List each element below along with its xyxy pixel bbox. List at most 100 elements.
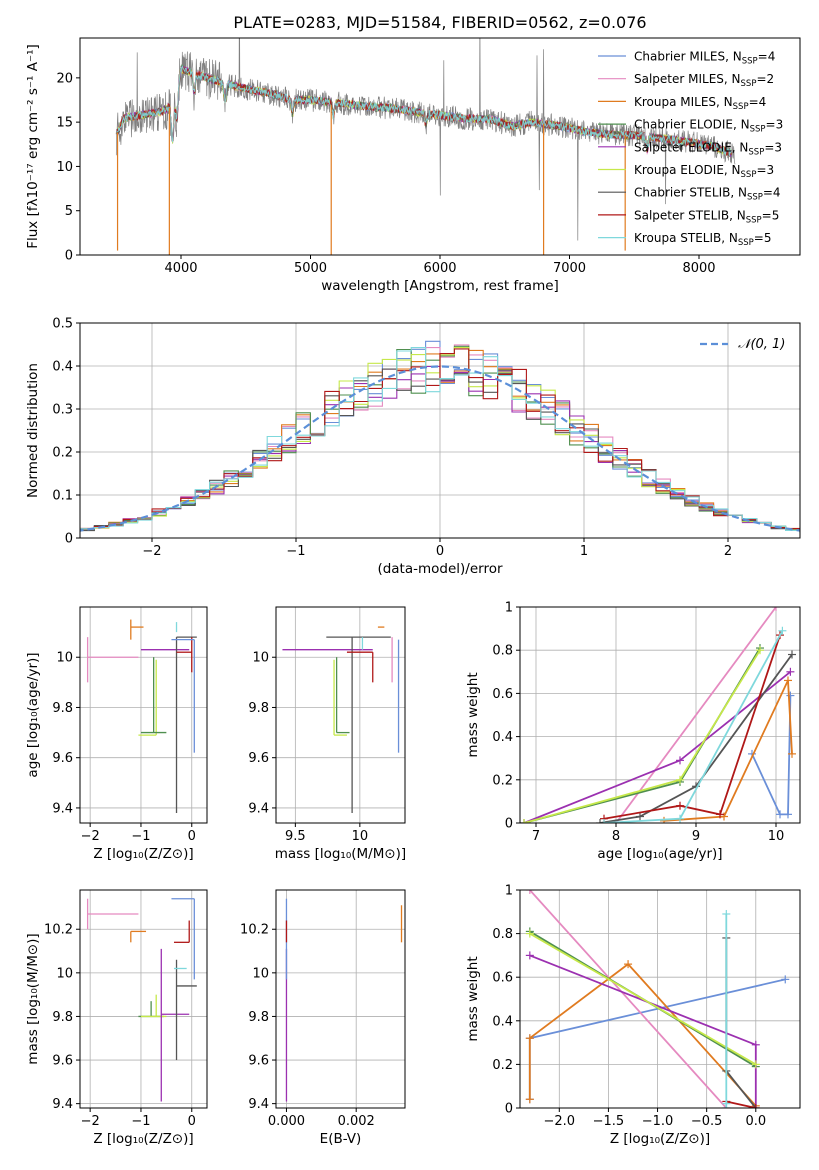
y-tick-label: 10.2 bbox=[44, 923, 73, 938]
panel-weight_vs_age: 7 8 9 10 0 0.2 0.4 0.6 0.8 1 age [log₁₀(age/yr)] ma… bbox=[465, 601, 801, 862]
x-tick-label: 10 bbox=[768, 829, 785, 844]
y-tick-label: 0 bbox=[65, 532, 73, 547]
axes-frame bbox=[275, 606, 406, 824]
errorbar-chabrier_miles bbox=[171, 898, 195, 980]
weight-series-kroupa_elodie bbox=[520, 646, 764, 823]
x-tick-label: −2 bbox=[142, 544, 161, 559]
plot-area bbox=[80, 323, 800, 538]
errorbar-chabrier_elodie bbox=[335, 657, 350, 734]
y-tick-label: 0.3 bbox=[52, 403, 73, 418]
panel-residuals: −2 −1 0 1 2 0 0.1 0.2 0.3 0.4 0.5 (data-model)/erro… bbox=[25, 317, 801, 577]
y-tick-label: 9.8 bbox=[52, 701, 73, 716]
y-tick-label: 9.6 bbox=[248, 751, 269, 766]
y-tick-label: 0.2 bbox=[52, 446, 73, 461]
errorbar-chabrier_stelib bbox=[175, 636, 197, 813]
axes-frame bbox=[79, 889, 208, 1109]
x-tick-label: −0.5 bbox=[691, 1114, 723, 1129]
y-tick-label: 0.8 bbox=[492, 644, 513, 659]
y-axis-label: mass [log₁₀(M/M⊙)] bbox=[25, 933, 41, 1064]
y-tick-label: 1 bbox=[505, 601, 513, 616]
legend-entry: Kroupa ELODIE, NSSP=3 bbox=[634, 163, 774, 180]
x-axis-label: Z [log₁₀(Z/Z⊙)] bbox=[93, 846, 193, 862]
y-tick-label: 9.6 bbox=[52, 1054, 73, 1069]
y-tick-label: 1 bbox=[505, 884, 513, 899]
x-tick-label: 0 bbox=[188, 1114, 196, 1129]
weight-line bbox=[663, 680, 793, 822]
x-tick-label: 6000 bbox=[423, 261, 456, 276]
histogram-kroupa_stelib bbox=[80, 347, 800, 533]
panel-spectrum: 4000 5000 6000 7000 8000 0 5 10 15 20 wavelength [… bbox=[25, 37, 801, 294]
errorbar-chabrier_miles bbox=[171, 639, 195, 753]
axes-frame bbox=[519, 889, 801, 1109]
errorbar-kroupa_elodie bbox=[140, 994, 167, 1018]
weight-line bbox=[529, 932, 757, 1066]
axes-frame bbox=[519, 606, 801, 824]
errorbar-salpeter_miles bbox=[86, 898, 139, 930]
x-axis-label: E(B-V) bbox=[320, 1131, 362, 1147]
x-axis-label: wavelength [Angstrom, rest frame] bbox=[321, 278, 559, 294]
errorbar-salpeter_stelib bbox=[173, 920, 190, 943]
plot-area bbox=[520, 607, 800, 823]
plot-area bbox=[115, 38, 736, 255]
x-axis-label: Z [log₁₀(Z/Z⊙)] bbox=[93, 1131, 193, 1147]
x-axis-label: age [log₁₀(age/yr)] bbox=[597, 846, 722, 862]
weight-line bbox=[615, 607, 777, 823]
model-spectrum-kroupa_stelib bbox=[115, 64, 732, 157]
y-tick-label: 20 bbox=[56, 71, 73, 86]
legend-entry: Chabrier MILES, NSSP=4 bbox=[634, 50, 775, 67]
errorbar-chabrier_elodie bbox=[140, 657, 167, 734]
y-tick-label: 0.5 bbox=[52, 317, 73, 332]
errorbar-salpeter_stelib bbox=[176, 637, 193, 673]
weight-line bbox=[725, 938, 757, 1108]
weight-series-salpeter_elodie bbox=[520, 667, 795, 823]
x-tick-label: 0 bbox=[188, 829, 196, 844]
y-tick-label: 9.6 bbox=[248, 1054, 269, 1069]
legend-entry: Chabrier STELIB, NSSP=4 bbox=[634, 186, 781, 203]
y-axis-label: Normed distribution bbox=[25, 363, 41, 498]
legend-entry: 𝒩(0, 1) bbox=[738, 337, 785, 352]
y-tick-label: 9.6 bbox=[52, 751, 73, 766]
weight-series-chabrier_stelib bbox=[722, 933, 760, 1108]
weight-line bbox=[529, 890, 727, 1108]
errorbar-kroupa_miles bbox=[130, 930, 147, 943]
x-axis-label: (data-model)/error bbox=[377, 561, 503, 577]
normal-curve bbox=[80, 365, 800, 532]
y-axis-label: Flux [fλ10⁻¹⁷ erg cm⁻² s⁻¹ A⁻¹] bbox=[25, 44, 41, 249]
x-tick-label: 1 bbox=[580, 544, 588, 559]
errorbar-salpeter_elodie bbox=[160, 948, 190, 1102]
x-tick-label: −1 bbox=[131, 1114, 150, 1129]
x-axis-label: Z [log₁₀(Z/Z⊙)] bbox=[610, 1131, 710, 1147]
y-tick-label: 10.2 bbox=[240, 923, 269, 938]
weight-line bbox=[603, 634, 781, 820]
x-tick-label: 8 bbox=[612, 829, 620, 844]
legend-entry: Salpeter STELIB, NSSP=5 bbox=[634, 208, 779, 225]
figure-title: PLATE=0283, MJD=51584, FIBERID=0562, z=0… bbox=[233, 13, 646, 32]
x-tick-label: −1.0 bbox=[642, 1114, 674, 1129]
y-tick-label: 9.8 bbox=[248, 1010, 269, 1025]
legend-entry: Salpeter MILES, NSSP=2 bbox=[634, 72, 774, 89]
x-tick-label: 10 bbox=[352, 829, 369, 844]
y-tick-label: 9.8 bbox=[52, 1010, 73, 1025]
y-tick-label: 10 bbox=[56, 651, 73, 666]
weight-series-kroupa_stelib bbox=[722, 909, 731, 1108]
plot-area bbox=[276, 607, 405, 823]
errorbar-kroupa_elodie bbox=[333, 659, 347, 736]
weight-line bbox=[599, 653, 793, 823]
panel-age_vs_mass: 9.5 10 9.4 9.6 9.8 10 mass [log₁₀(M/M⊙)] bbox=[248, 606, 406, 862]
legend-entry: Chabrier ELODIE, NSSP=3 bbox=[634, 118, 783, 135]
y-tick-label: 10 bbox=[56, 160, 73, 175]
x-tick-label: 9.5 bbox=[285, 829, 306, 844]
errorbar-kroupa_miles bbox=[130, 619, 144, 640]
y-tick-label: 9.4 bbox=[52, 801, 73, 816]
y-tick-label: 9.4 bbox=[248, 801, 269, 816]
weight-line bbox=[528, 962, 757, 1107]
y-tick-label: 15 bbox=[56, 116, 73, 131]
x-tick-label: −1 bbox=[286, 544, 305, 559]
x-tick-label: 5000 bbox=[294, 261, 327, 276]
y-tick-label: 10 bbox=[252, 966, 269, 981]
x-tick-label: 0.002 bbox=[338, 1114, 375, 1129]
x-tick-label: 0.0 bbox=[745, 1114, 766, 1129]
x-tick-label: 7 bbox=[532, 829, 540, 844]
y-tick-label: 0.6 bbox=[492, 971, 513, 986]
